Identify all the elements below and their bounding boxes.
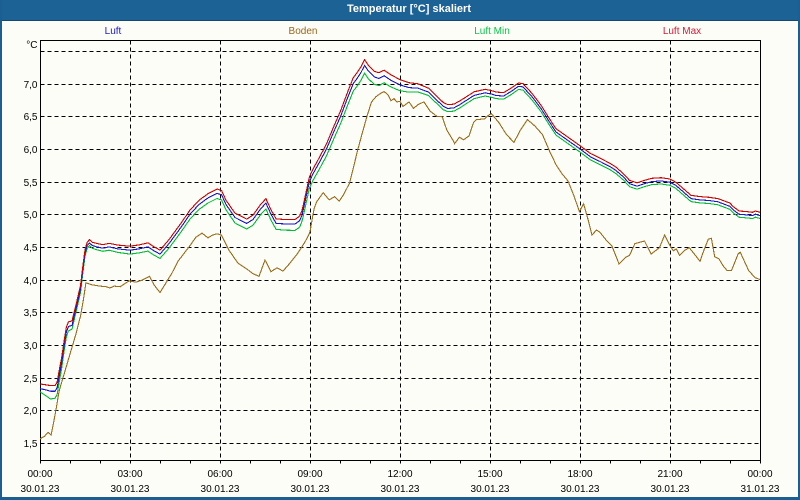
svg-text:3,5: 3,5 (24, 308, 38, 319)
svg-text:21:00: 21:00 (657, 469, 682, 480)
svg-text:2,0: 2,0 (24, 406, 38, 417)
svg-text:7,0: 7,0 (24, 80, 38, 91)
svg-text:31.01.23: 31.01.23 (741, 484, 780, 495)
svg-text:30.01.23: 30.01.23 (381, 484, 420, 495)
svg-text:00:00: 00:00 (747, 469, 772, 480)
svg-text:30.01.23: 30.01.23 (291, 484, 330, 495)
svg-text:3,0: 3,0 (24, 341, 38, 352)
svg-text:15:00: 15:00 (477, 469, 502, 480)
svg-text:1,5: 1,5 (24, 439, 38, 450)
svg-text:5,0: 5,0 (24, 210, 38, 221)
svg-text:30.01.23: 30.01.23 (111, 484, 150, 495)
svg-text:30.01.23: 30.01.23 (651, 484, 690, 495)
svg-text:°C: °C (26, 40, 37, 51)
svg-text:Luft Min: Luft Min (474, 26, 510, 37)
svg-text:6,0: 6,0 (24, 145, 38, 156)
svg-text:03:00: 03:00 (117, 469, 142, 480)
svg-text:30.01.23: 30.01.23 (21, 484, 60, 495)
svg-text:4,5: 4,5 (24, 243, 38, 254)
svg-text:Luft Max: Luft Max (663, 26, 701, 37)
svg-text:06:00: 06:00 (207, 469, 232, 480)
svg-text:30.01.23: 30.01.23 (561, 484, 600, 495)
svg-text:Boden: Boden (289, 26, 318, 37)
svg-text:Luft: Luft (105, 26, 122, 37)
svg-text:00:00: 00:00 (27, 469, 52, 480)
svg-text:30.01.23: 30.01.23 (471, 484, 510, 495)
svg-text:2,5: 2,5 (24, 374, 38, 385)
svg-text:12:00: 12:00 (387, 469, 412, 480)
svg-text:30.01.23: 30.01.23 (201, 484, 240, 495)
svg-text:6,5: 6,5 (24, 112, 38, 123)
svg-text:4,0: 4,0 (24, 276, 38, 287)
svg-text:09:00: 09:00 (297, 469, 322, 480)
svg-text:5,5: 5,5 (24, 178, 38, 189)
svg-text:18:00: 18:00 (567, 469, 592, 480)
